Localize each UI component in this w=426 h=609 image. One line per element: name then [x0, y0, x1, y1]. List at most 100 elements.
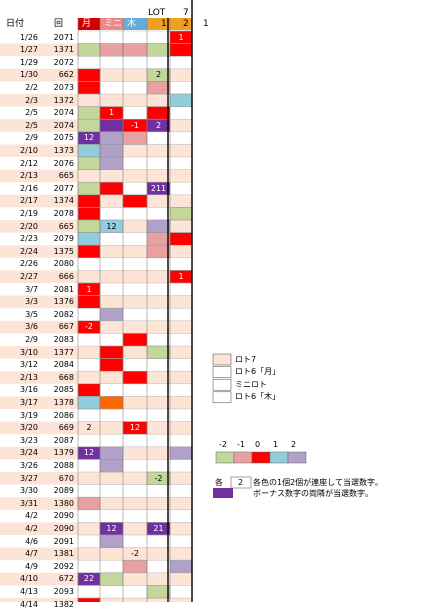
cell-number: 1 — [178, 271, 184, 281]
row-date: 3/10 — [20, 347, 38, 357]
header-lot-col-1-top: 7 — [183, 8, 189, 18]
cell-fill — [77, 156, 101, 170]
cell-fill — [99, 459, 124, 473]
row-date: 3/3 — [25, 297, 38, 307]
row-round: 1378 — [53, 397, 74, 407]
row-band — [0, 547, 192, 561]
row-round: 1371 — [53, 45, 74, 55]
cell-number: 12 — [83, 448, 95, 458]
cell-fill — [77, 144, 101, 158]
cell-fill — [99, 572, 124, 586]
scale-label-1: -1 — [237, 440, 245, 449]
row-round: 665 — [58, 221, 74, 231]
cell-fill — [77, 232, 101, 246]
cell-fill — [99, 358, 124, 372]
row-round: 2085 — [53, 385, 74, 395]
legend-item-0: ロト7 — [235, 354, 257, 364]
row-band — [0, 94, 192, 107]
cell-fill — [77, 181, 101, 196]
row-date: 3/12 — [20, 360, 38, 370]
scale-swatch-3 — [269, 451, 289, 464]
header-col-1-bg — [100, 18, 123, 30]
scale-label-2: 0 — [255, 440, 261, 449]
row-round: 2087 — [53, 435, 74, 445]
row-round: 666 — [58, 271, 74, 281]
cell-number: 1 — [108, 108, 115, 118]
row-round: 669 — [58, 423, 74, 433]
row-date: 3/27 — [20, 473, 38, 483]
cell-fill — [122, 333, 148, 347]
header-lot-label: LOT — [148, 8, 166, 18]
header-col-0-label: 月 — [82, 19, 92, 29]
scale-label-3: 1 — [273, 440, 279, 449]
row-round: 2074 — [53, 120, 74, 130]
row-date: 3/6 — [25, 322, 38, 332]
cell-number: -2 — [154, 473, 163, 483]
row-round: 2091 — [53, 536, 74, 546]
cell-fill — [99, 43, 124, 57]
cell-number: 2 — [86, 423, 92, 433]
cell-fill — [99, 534, 124, 548]
row-round: 2074 — [53, 108, 74, 118]
cell-fill — [169, 43, 193, 57]
row-round: 1379 — [53, 448, 74, 458]
cell-fill — [146, 106, 171, 120]
row-band — [0, 270, 192, 283]
row-round: 662 — [58, 70, 74, 80]
row-date: 2/20 — [20, 221, 38, 231]
cell-fill — [169, 559, 193, 574]
cell-fill — [77, 194, 101, 208]
cell-fill — [77, 383, 101, 397]
scale-swatch-2 — [251, 451, 271, 464]
scale-swatch-0 — [215, 451, 235, 464]
row-round: 2089 — [53, 486, 74, 496]
cell-fill — [99, 446, 124, 460]
legend-item-1: ロト6「月」 — [235, 367, 281, 377]
row-round: 2090 — [53, 523, 74, 533]
row-round: 1375 — [53, 246, 74, 256]
row-round: 1372 — [53, 95, 74, 105]
legend-item-3: ロト6「木」 — [235, 392, 281, 402]
row-date: 3/7 — [25, 284, 38, 294]
cell-fill — [122, 131, 148, 145]
cell-fill — [77, 219, 101, 233]
cell-number: 12 — [83, 133, 95, 143]
row-date: 3/20 — [20, 423, 38, 433]
row-date: 3/17 — [20, 397, 38, 407]
row-date: 4/13 — [20, 586, 38, 596]
row-date: 2/10 — [20, 145, 38, 155]
cell-number: 1 — [86, 284, 92, 294]
cell-fill — [99, 118, 124, 133]
header-round-label: 回 — [54, 19, 64, 29]
cell-fill — [122, 43, 148, 57]
row-date: 3/16 — [20, 385, 38, 395]
row-date: 2/26 — [20, 259, 38, 269]
cell-number: -1 — [131, 120, 139, 130]
row-date: 2/5 — [25, 108, 38, 118]
row-round: 2076 — [53, 158, 74, 168]
cell-number: 22 — [83, 574, 95, 584]
row-band — [0, 346, 192, 359]
row-round: 2093 — [53, 586, 74, 596]
header-col-0-bg — [78, 18, 100, 30]
scale-label-0: -2 — [219, 440, 227, 449]
row-date: 2/17 — [20, 196, 38, 206]
row-round: 1381 — [53, 549, 74, 559]
header-col-1-label: ミニ — [104, 19, 123, 29]
row-date: 2/19 — [20, 208, 38, 218]
cell-fill — [169, 207, 193, 221]
cell-fill — [169, 446, 193, 460]
cell-number: 2 — [155, 120, 162, 130]
note-box — [230, 476, 252, 489]
cell-fill — [77, 396, 101, 410]
row-date: 3/23 — [20, 435, 38, 445]
row-date: 3/24 — [20, 448, 38, 458]
cell-fill — [146, 43, 171, 57]
legend-swatch-1 — [212, 366, 232, 378]
row-date: 2/16 — [20, 183, 38, 193]
row-date: 2/9 — [25, 334, 38, 344]
header-date-label: 日付 — [6, 19, 25, 29]
cell-fill — [146, 244, 171, 259]
row-round: 672 — [58, 574, 74, 584]
cell-fill — [77, 43, 101, 57]
